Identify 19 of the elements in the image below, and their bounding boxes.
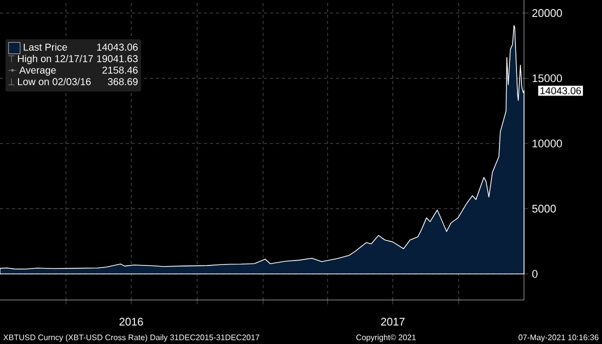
annotation: Average [19, 66, 56, 76]
text: XBTUSD Curncy (XBT-USD Cross Rate) Daily 31DEC2015-31DEC2017 [3, 334, 260, 342]
annotation: Low on 02/03/16 [18, 78, 91, 86]
annotation: 368.69 [108, 78, 138, 86]
y-tick-label: 20000 [532, 9, 562, 17]
legend-label: Last Price [24, 43, 68, 51]
x-tick-label: 2016 [120, 318, 143, 326]
text: 07-May-2021 10:16:36 [518, 334, 598, 342]
annotation: 14043.06 [540, 87, 581, 94]
text: Copyright© 2021 [356, 334, 416, 342]
y-tick-label: 5000 [532, 204, 556, 213]
annotation: 14043.06 [97, 44, 138, 51]
annotation: 2158.46 [102, 66, 138, 74]
annotation: 19041.63 [97, 55, 138, 62]
y-tick-label: 10000 [532, 140, 562, 148]
annotation: High on 12/17/17 [18, 54, 93, 64]
y-tick-label: 0 [532, 270, 538, 278]
y-tick-label: 15000 [532, 74, 562, 82]
x-tick-label: 2017 [381, 318, 405, 326]
